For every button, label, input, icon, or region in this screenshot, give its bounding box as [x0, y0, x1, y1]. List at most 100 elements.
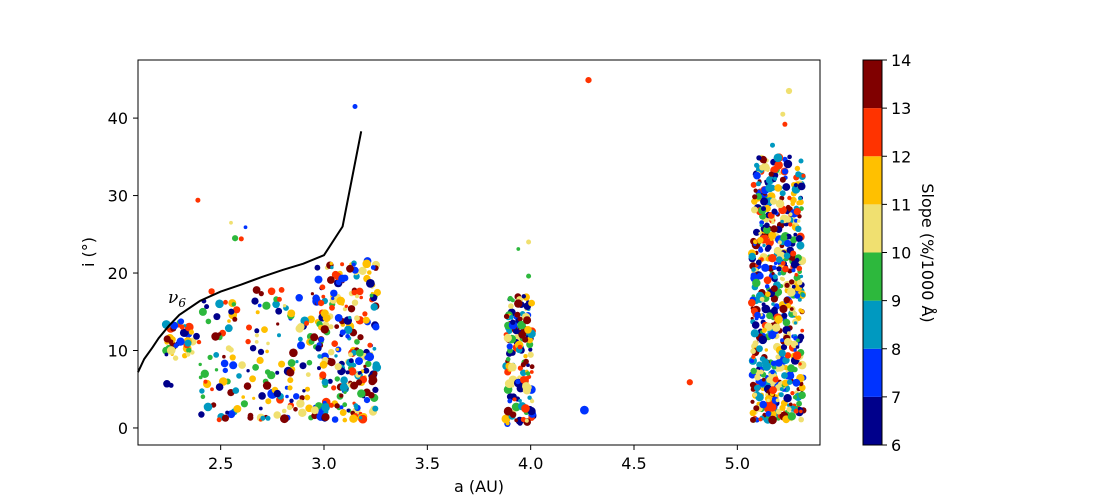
data-point [295, 360, 299, 364]
data-point [351, 363, 357, 368]
data-point [780, 261, 786, 266]
data-point [289, 398, 294, 403]
data-point [758, 417, 763, 422]
data-point [798, 196, 802, 201]
data-point [779, 176, 786, 183]
data-point [762, 362, 771, 371]
data-point [761, 206, 766, 212]
data-point [177, 318, 185, 325]
data-point [514, 311, 521, 318]
data-point [771, 302, 775, 306]
data-point [334, 324, 340, 329]
data-point [792, 395, 798, 400]
data-point [362, 259, 372, 269]
data-point [758, 335, 768, 345]
data-point [352, 104, 358, 109]
data-point [319, 360, 328, 369]
data-point [782, 183, 791, 191]
data-point [762, 234, 769, 241]
data-point [275, 370, 280, 375]
data-point [752, 392, 758, 397]
data-point [272, 300, 280, 309]
data-point [341, 274, 349, 282]
data-point [782, 318, 791, 327]
scatter-points [161, 76, 807, 427]
data-point [295, 294, 303, 302]
colorbar-tick-label: 12 [891, 147, 911, 166]
data-point [526, 384, 532, 391]
data-point [217, 332, 222, 336]
data-point [580, 405, 589, 415]
data-point [334, 403, 340, 409]
data-point [768, 231, 777, 240]
data-point [215, 383, 224, 391]
data-point [761, 263, 770, 272]
data-point [524, 418, 529, 423]
data-point [796, 338, 800, 343]
data-point [328, 402, 334, 408]
data-point [232, 316, 238, 322]
data-point [787, 287, 796, 297]
plot-frame [137, 59, 821, 446]
data-point [229, 220, 233, 225]
data-point [346, 408, 351, 413]
data-point [778, 392, 784, 398]
data-point [769, 386, 777, 394]
data-point [793, 183, 799, 188]
colorbar-segment [863, 108, 882, 157]
data-point [518, 330, 527, 339]
data-point [243, 225, 248, 230]
data-point [331, 416, 339, 423]
data-point [794, 222, 798, 226]
data-point [315, 345, 322, 352]
data-point [278, 287, 285, 293]
data-point [763, 276, 772, 285]
data-point [774, 315, 783, 324]
data-point [310, 406, 319, 415]
data-point [773, 246, 782, 255]
data-point [762, 159, 767, 164]
data-point [232, 387, 240, 394]
data-point [164, 352, 169, 357]
data-point [344, 304, 348, 308]
data-point [798, 391, 806, 400]
data-point [224, 324, 233, 333]
data-point [359, 295, 364, 300]
data-point [759, 400, 767, 409]
data-point [528, 347, 533, 352]
data-point [179, 328, 189, 337]
data-point [355, 349, 364, 357]
nu6-subscript: 6 [178, 296, 186, 310]
data-point [257, 348, 265, 355]
data-point [771, 306, 778, 314]
data-point [372, 386, 379, 393]
data-point [770, 382, 775, 387]
data-point [521, 294, 526, 299]
data-point [240, 400, 248, 408]
data-point [305, 372, 311, 377]
data-point [184, 322, 194, 332]
data-point [277, 333, 281, 338]
data-point [770, 369, 775, 375]
data-point [298, 336, 303, 342]
x-axis: 2.5 3.0 3.5 4.0 4.5 5.0 [208, 445, 750, 473]
data-point [795, 171, 802, 178]
data-point [287, 377, 294, 384]
data-point [797, 333, 805, 341]
data-point [328, 324, 334, 330]
data-point [245, 338, 251, 345]
data-point [517, 365, 524, 371]
data-point [265, 415, 271, 421]
data-point [771, 220, 775, 224]
data-point [342, 307, 347, 312]
data-point [365, 360, 372, 368]
data-point [262, 381, 272, 390]
data-point [789, 307, 794, 311]
data-point [327, 358, 336, 367]
data-point [198, 375, 203, 380]
data-point [351, 262, 356, 267]
data-point [764, 348, 768, 352]
data-point [527, 351, 534, 358]
data-point [252, 364, 259, 371]
data-point [363, 397, 371, 404]
